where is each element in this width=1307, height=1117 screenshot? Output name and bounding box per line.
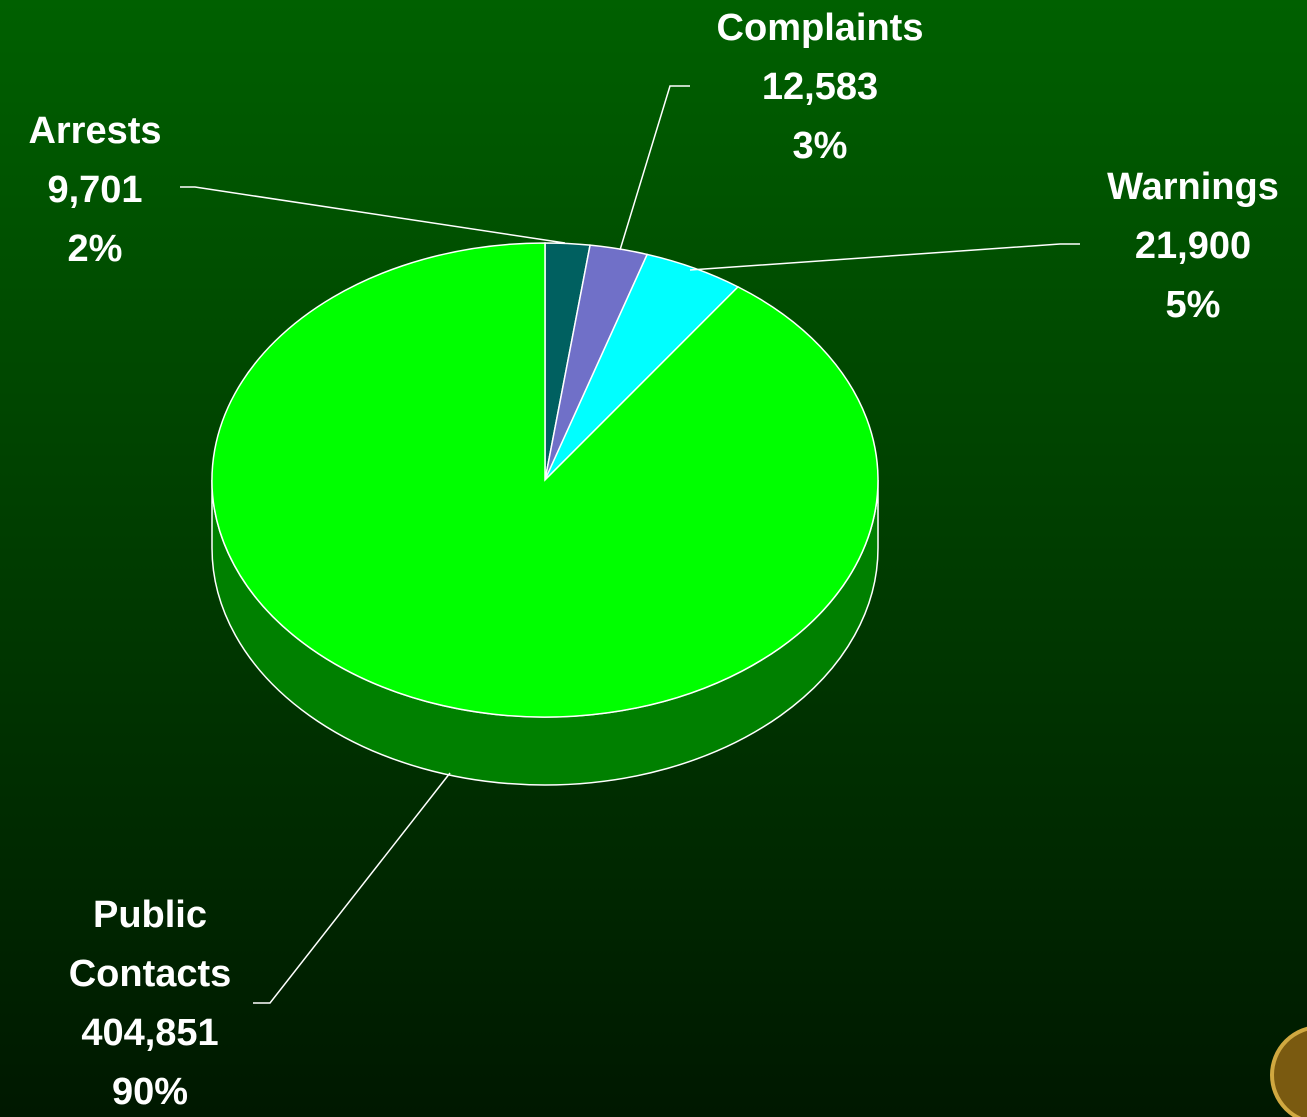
value-label: 404,851	[81, 1012, 218, 1054]
category-label: Public Contacts	[69, 894, 232, 995]
value-label: 21,900	[1135, 225, 1251, 267]
leader-line	[689, 243, 1080, 271]
leader-line	[180, 186, 566, 244]
value-label: 9,701	[47, 169, 142, 211]
category-label: Arrests	[28, 110, 161, 152]
percent-label: 5%	[1166, 284, 1221, 326]
leader-line	[619, 85, 690, 251]
percent-label: 2%	[68, 228, 123, 270]
percent-label: 90%	[112, 1071, 188, 1113]
pie	[211, 242, 879, 786]
value-label: 12,583	[762, 66, 878, 108]
percent-label: 3%	[793, 125, 848, 167]
pie-slice	[211, 242, 879, 718]
category-label: Warnings	[1107, 166, 1279, 208]
labels: Arrests 9,701 2% Complaints 12,583 3% Warnings…	[28, 7, 1278, 1113]
seal-logo	[1270, 1026, 1307, 1117]
leader-line	[253, 772, 451, 1004]
category-label: Complaints	[717, 7, 924, 49]
